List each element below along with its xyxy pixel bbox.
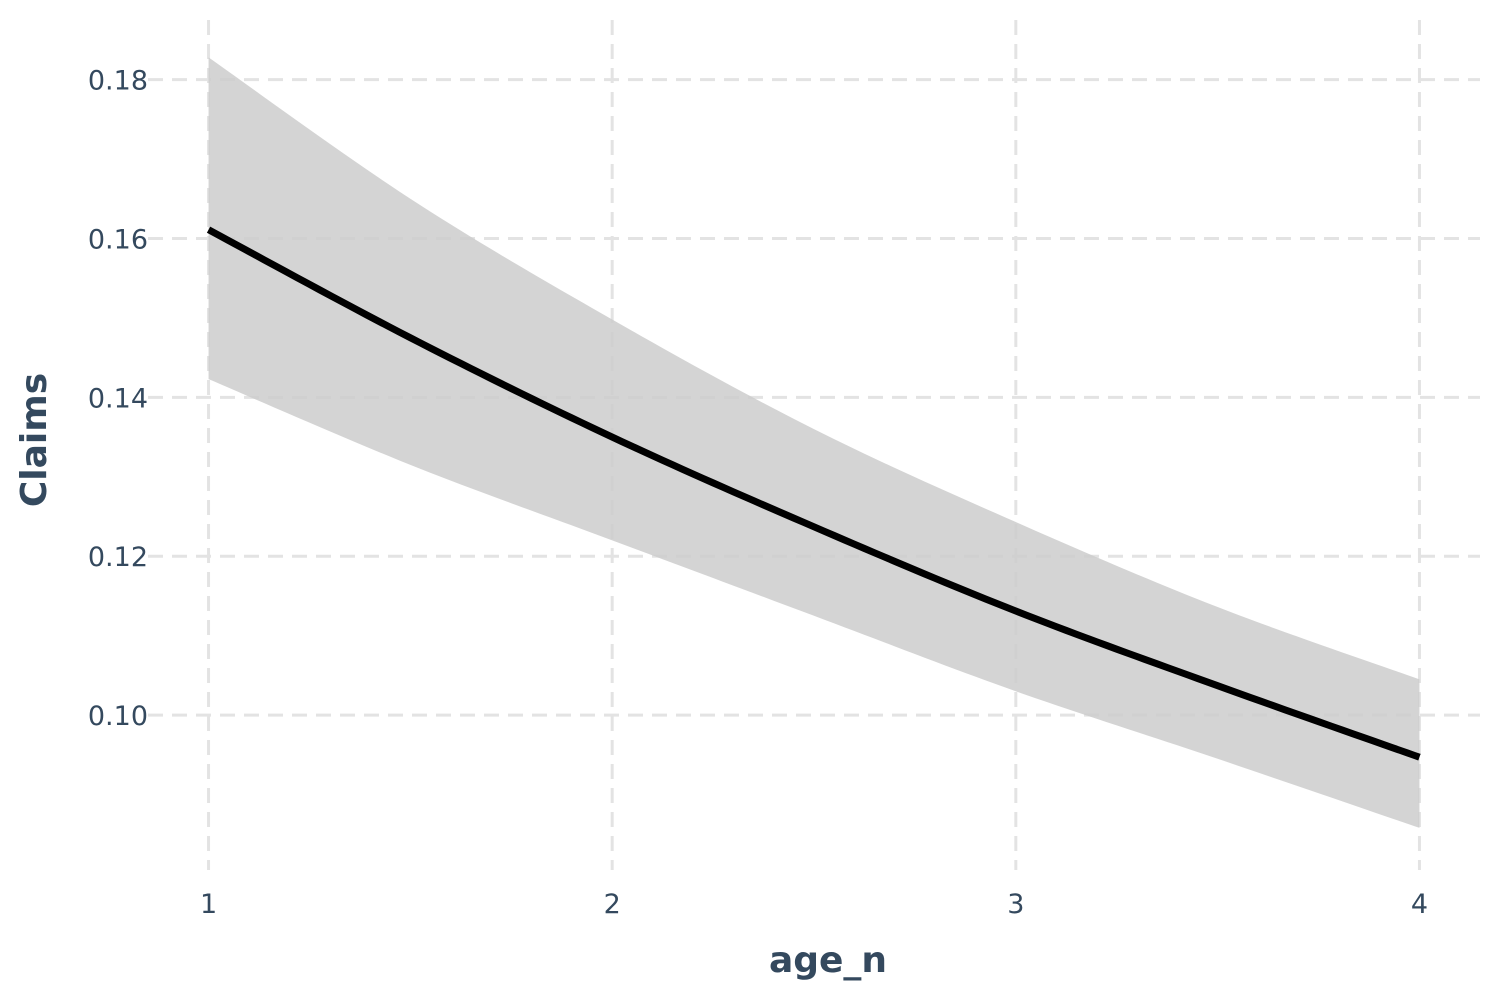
x-tick-label: 2 (604, 889, 621, 920)
x-tick-label: 4 (1411, 889, 1428, 920)
x-axis-tick-labels: 1 2 3 4 (200, 889, 1428, 920)
line-layer (206, 226, 1421, 761)
y-axis-title: Claims (14, 373, 55, 507)
y-tick-label: 0.18 (88, 66, 148, 97)
y-tick-label: 0.14 (88, 383, 148, 414)
x-tick-label: 3 (1007, 889, 1024, 920)
confidence-band-layer (208, 57, 1420, 828)
y-tick-label: 0.12 (88, 542, 148, 573)
y-tick-label: 0.10 (88, 701, 148, 732)
y-axis-tick-labels: 0.10 0.12 0.14 0.16 0.18 (88, 66, 148, 733)
prediction-line (206, 226, 1421, 761)
x-axis-title: age_n (769, 940, 887, 981)
confidence-band (208, 57, 1420, 828)
x-tick-label: 1 (200, 889, 217, 920)
y-tick-label: 0.16 (88, 224, 148, 255)
